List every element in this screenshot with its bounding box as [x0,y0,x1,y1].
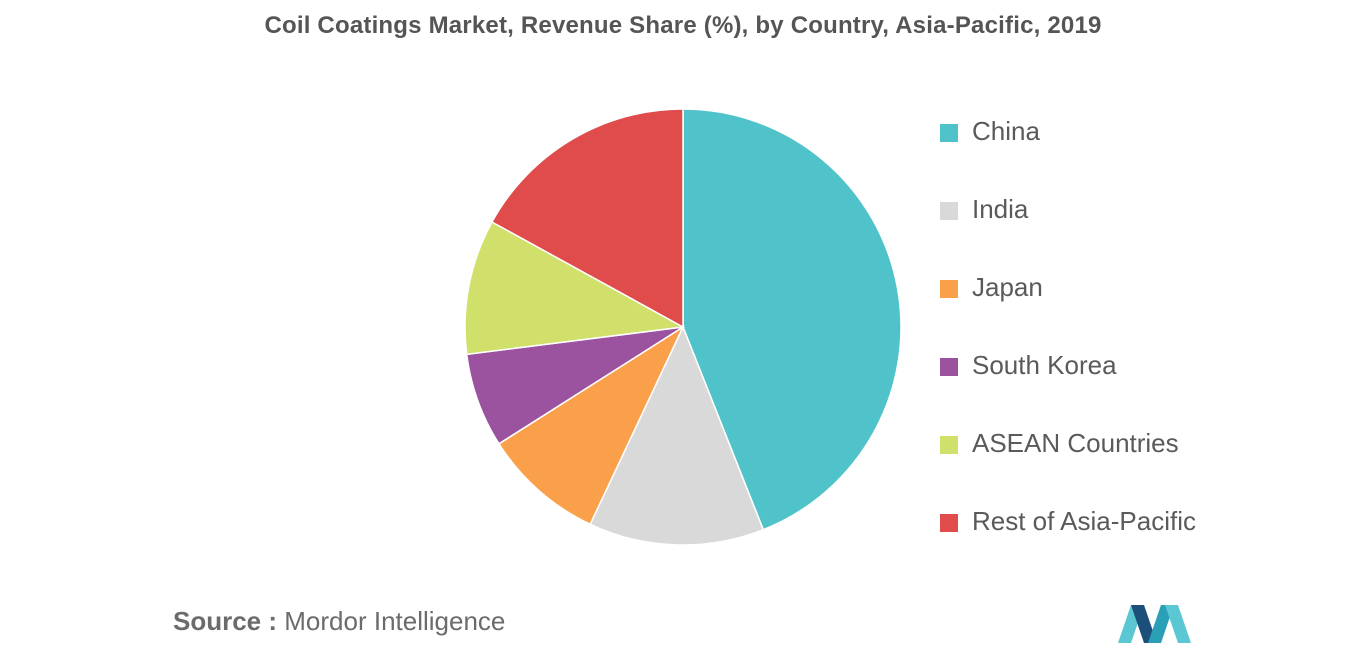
legend-swatch [940,514,958,532]
legend-swatch [940,436,958,454]
pie-slice-asean-countries [464,220,686,356]
pie-slice-rest-of-asia-pacific [490,108,684,329]
legend-swatch [940,280,958,298]
legend-label: China [972,116,1040,146]
legend-label: South Korea [972,350,1117,380]
source-text: Mordor Intelligence [284,606,506,636]
pie-slice-china [682,108,902,531]
legend-swatch [940,358,958,376]
source-prefix: Source : [173,606,278,636]
legend-label: Rest of Asia-Pacific [972,506,1196,536]
legend-swatch [940,124,958,142]
source-note: Source : Mordor Intelligence [173,606,505,637]
pie-slice-india [589,325,765,546]
legend-label: India [972,194,1029,224]
chart-title: Coil Coatings Market, Revenue Share (%),… [264,12,1102,39]
legend-label: Japan [972,272,1043,302]
legend-swatch [940,202,958,220]
mordor-intelligence-logo-icon [1118,605,1191,643]
pie-slice-japan [497,324,685,526]
legend-label: ASEAN Countries [972,428,1179,458]
